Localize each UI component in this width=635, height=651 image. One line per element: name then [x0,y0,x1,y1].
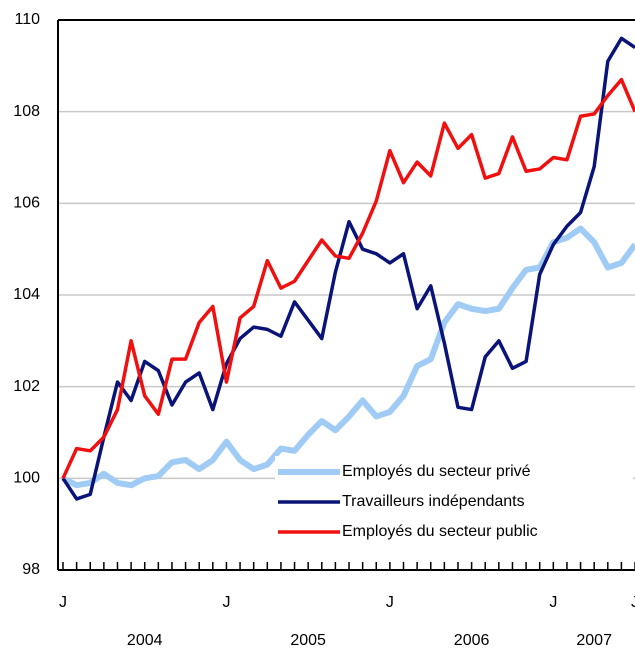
legend-label: Travailleurs indépendants [342,493,525,510]
y-tick-label: 102 [13,378,40,395]
x-tick-label: J [631,594,635,611]
y-tick-label: 106 [13,195,40,212]
series-line [61,77,635,480]
x-tick-label: J [386,594,394,611]
year-label: 2004 [127,632,163,649]
x-tick-label: J [59,594,67,611]
y-tick-label: 108 [13,103,40,120]
series-line [61,225,635,489]
year-label: 2006 [454,632,490,649]
y-tick-label: 98 [22,561,40,578]
y-tick-label: 104 [13,286,40,303]
x-tick-label: J [222,594,230,611]
legend-label: Employés du secteur public [342,523,538,540]
series-line [61,36,635,501]
year-label: 2005 [290,632,326,649]
x-tick-label: J [549,594,557,611]
y-tick-label: 110 [14,11,40,28]
y-tick-label: 100 [13,470,40,487]
legend-label: Employés du secteur privé [342,463,531,480]
year-label: 2007 [576,632,612,649]
